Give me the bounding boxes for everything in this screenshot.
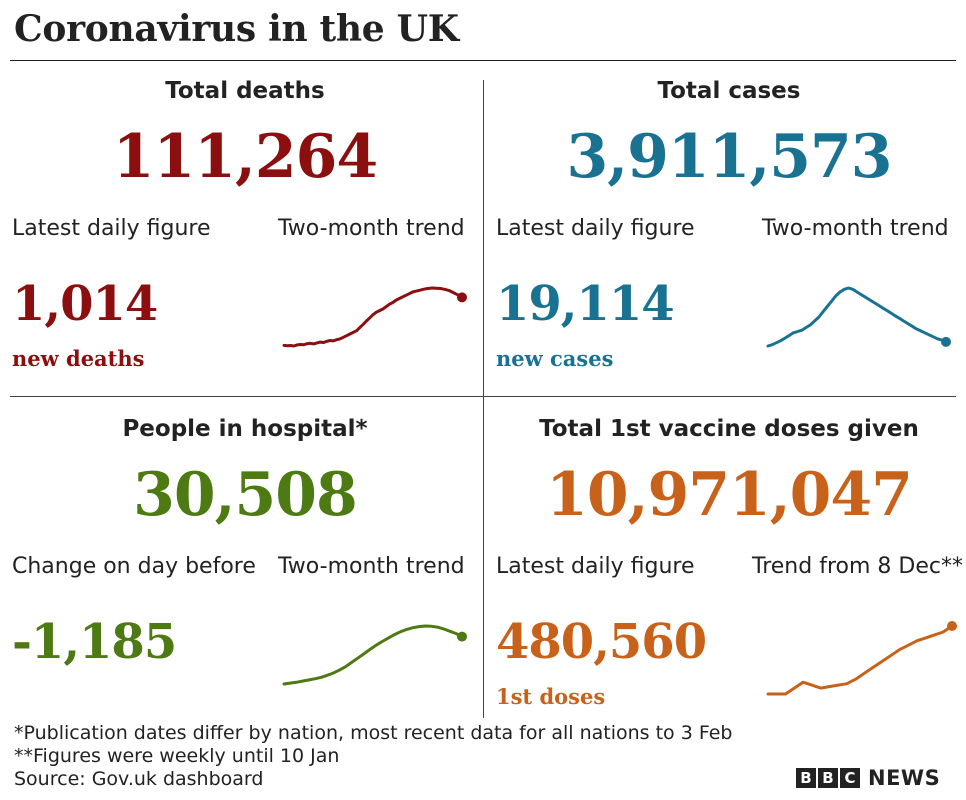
vaccine-sparkline <box>766 621 957 696</box>
vaccine-total: 10,971,047 <box>546 460 913 530</box>
hospital-total: 30,508 <box>133 460 358 530</box>
deaths-daily-value: 1,014 <box>12 276 158 332</box>
cases-latest-label: Latest daily figure <box>496 216 695 241</box>
vaccine-trend-line <box>766 624 954 696</box>
deaths-sparkline <box>282 286 467 348</box>
title-divider <box>10 60 956 61</box>
vertical-divider <box>483 80 484 718</box>
cases-sparkline <box>766 286 951 348</box>
footnote-publication: *Publication dates differ by nation, mos… <box>14 722 733 744</box>
logo-letter: B <box>818 768 838 788</box>
deaths-heading: Total deaths <box>165 78 325 104</box>
vaccine-daily-value: 480,560 <box>496 614 707 670</box>
vaccine-latest-label: Latest daily figure <box>496 554 695 579</box>
logo-letter: C <box>840 768 860 788</box>
cases-daily-caption: new cases <box>496 346 614 371</box>
deaths-daily-caption: new deaths <box>12 346 145 371</box>
hospital-panel: People in hospital* 30,508 Change on day… <box>12 404 482 734</box>
deaths-trend-latest-point <box>457 292 467 303</box>
vaccine-trend-label: Trend from 8 Dec** <box>752 554 963 579</box>
hospital-change-value: -1,185 <box>12 614 177 670</box>
bbc-news-logo: B B C NEWS <box>796 766 940 790</box>
vaccine-panel: Total 1st vaccine doses given 10,971,047… <box>496 404 966 734</box>
deaths-total: 111,264 <box>112 122 378 192</box>
hospital-sparkline <box>282 624 467 686</box>
footnotes: *Publication dates differ by nation, mos… <box>14 722 732 791</box>
logo-letter: B <box>796 768 816 788</box>
hospital-heading: People in hospital* <box>122 416 368 442</box>
deaths-trend-line <box>282 286 464 348</box>
cases-trend-label: Two-month trend <box>762 216 949 241</box>
cases-trend-line <box>766 286 948 348</box>
hospital-change-label: Change on day before <box>12 554 256 579</box>
footnote-source: Source: Gov.uk dashboard <box>14 768 264 790</box>
cases-panel: Total cases 3,911,573 Latest daily figur… <box>496 66 966 396</box>
vaccine-heading: Total 1st vaccine doses given <box>539 416 919 442</box>
cases-trend-latest-point <box>941 336 951 347</box>
hospital-trend-latest-point <box>457 631 467 642</box>
hospital-trend-label: Two-month trend <box>278 554 465 579</box>
cases-total: 3,911,573 <box>566 122 892 192</box>
deaths-trend-label: Two-month trend <box>278 216 465 241</box>
page-title: Coronavirus in the UK <box>14 8 459 50</box>
footnote-weekly: **Figures were weekly until 10 Jan <box>14 745 340 767</box>
logo-word: NEWS <box>868 766 941 790</box>
deaths-latest-label: Latest daily figure <box>12 216 211 241</box>
vaccine-daily-caption: 1st doses <box>496 684 606 709</box>
hospital-trend-line <box>282 624 464 686</box>
cases-heading: Total cases <box>657 78 801 104</box>
cases-daily-value: 19,114 <box>496 276 675 332</box>
deaths-panel: Total deaths 111,264 Latest daily figure… <box>12 66 482 396</box>
vaccine-trend-latest-point <box>947 621 957 631</box>
